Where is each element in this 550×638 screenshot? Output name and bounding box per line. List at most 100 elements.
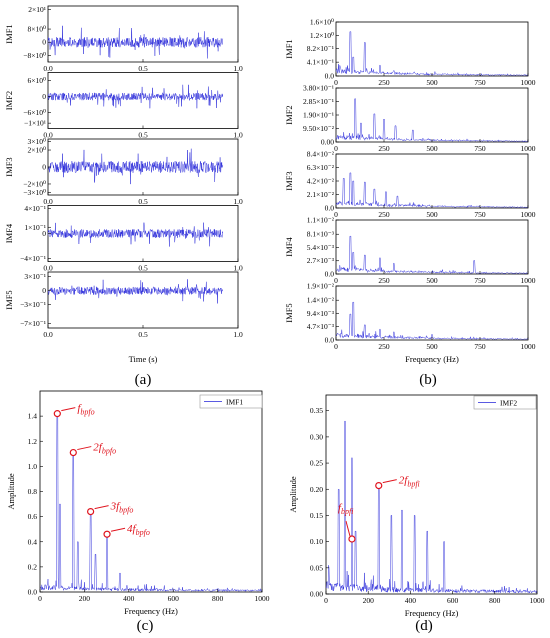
annotation-symbol: f: [77, 403, 82, 415]
panel-b-xtick-label: 500: [426, 342, 438, 351]
panel-b-ytick-label: 2.7×10⁻³: [307, 256, 335, 265]
annotation-subscript: bpfo: [136, 528, 150, 537]
panel-c-xtick-label: 800: [212, 594, 224, 603]
panel-d-peak-marker: [375, 481, 383, 490]
panel-a-ytick-label: 0: [42, 286, 46, 295]
panel-a-frame-1: [47, 5, 239, 63]
annotation-symbol: f: [338, 502, 343, 514]
panel-d-legend: IMF2: [473, 395, 537, 410]
panel-c-xtick-label: 400: [123, 594, 135, 603]
panel-b-xtick-label: 750: [474, 276, 486, 285]
panel-a-ytick-label: 6×10⁰: [28, 76, 47, 85]
panel-b-ytick-label: 8.2×10⁻¹: [307, 44, 334, 53]
panel-b-ytick-label: 3.80×10⁻¹: [303, 84, 334, 93]
annotation-subscript: bpfi: [407, 480, 419, 489]
panel-b-xtick-label: 750: [474, 144, 486, 153]
panel-b-ytick-label: 2.85×10⁻¹: [303, 97, 334, 106]
panel-a-signal-imf5: [47, 279, 224, 304]
panel-a-ytick-label: −2×10⁰: [23, 179, 46, 188]
panel-d-peak-marker: [348, 535, 356, 543]
panel-a-ytick-label: −8×10⁰: [23, 51, 46, 60]
panel-b-xtick-label: 250: [378, 210, 390, 219]
panel-b-ytick-label: 4.2×10⁻²: [307, 177, 335, 186]
panel-a-ylabel: IMF2: [4, 91, 14, 110]
panel-c-ytick-label: 0.4: [28, 537, 38, 546]
panel-c-peak-marker: [87, 508, 95, 516]
panel-a-ytick-label: −6×10⁰: [23, 108, 46, 117]
panel-d-spectrum: [325, 420, 538, 594]
panel-a-xtick-label: 0.0: [43, 131, 53, 140]
panel-c-xtick-label: 200: [79, 594, 91, 603]
panel-a-ytick-label: 0: [42, 38, 46, 47]
panel-a-subplot-imf4: 4×10⁻¹ 1×10⁻¹0 −4×10⁻¹0.0 0.5 1.0 IMF4: [4, 204, 243, 272]
panel-b-xtick-label: 750: [474, 342, 486, 351]
panel-b-xtick-label: 1000: [521, 276, 536, 285]
panel-c-annotation-3: 3fbpfo: [87, 501, 133, 516]
panel-a-subplot-imf5: 3×10⁻¹ 0 −3×10⁻¹ −7×10⁻¹ 0.0 0.5 1.0 IMF5: [4, 271, 243, 339]
panel-d-legend-label: IMF2: [500, 399, 517, 408]
panel-b-ylabel: IMF5: [284, 303, 294, 322]
panel-d-xtick-label: 800: [489, 596, 501, 605]
panel-c-frame: [39, 390, 263, 593]
panel-b-subplot-imf5: 1.9×10⁻² 1.4×10⁻² 9.4×10⁻³ 4.7×10⁻³ 0.00 250 5…: [284, 282, 536, 352]
panel-d-ytick-label: 0.35: [310, 406, 323, 415]
panel-b-ytick-label: 4.7×10⁻³: [307, 322, 335, 331]
panel-c-annotation-2: 2fbpfo: [69, 442, 116, 457]
panel-c-annotation-arrow: [77, 446, 92, 451]
annotation-subscript: bpfo: [102, 447, 116, 456]
panel-b-xtick-label: 250: [378, 276, 390, 285]
panel-b-xtick-label: 250: [378, 144, 390, 153]
caption-a: (a): [135, 372, 152, 388]
panel-a-xtick-label: 1.0: [233, 64, 243, 73]
panel-a-ylabel: IMF5: [4, 290, 14, 309]
panel-b-ytick-label: 0.0: [325, 72, 335, 81]
panel-a-xtick-label: 0.0: [43, 264, 53, 273]
panel-b-frame-5: [335, 285, 529, 341]
panel-c-ylabel: Amplitude: [6, 473, 16, 510]
panel-c-annotation-arrow: [110, 527, 126, 532]
panel-b-xlabel: Frequency (Hz): [405, 354, 459, 364]
panel-a-ytick-label: 3×10⁻¹: [24, 272, 46, 281]
panel-b-xtick-label: 0: [334, 78, 338, 87]
panel-c-xtick-label: 0: [38, 594, 42, 603]
panel-a-xlabel: Time (s): [129, 354, 158, 364]
panel-c-annotation-1: fbpfo: [53, 403, 95, 418]
panel-d-ytick-label: 0.20: [310, 485, 323, 494]
panel-d-ytick-label: 0.25: [310, 459, 323, 468]
panel-d-annotation-arrow: [382, 479, 397, 484]
panel-c-ytick-label: 1.2: [28, 437, 38, 446]
annotation-subscript: bpfi: [341, 507, 353, 516]
panel-b-xtick-label: 750: [474, 210, 486, 219]
annotation-subscript: bpfo: [80, 408, 94, 417]
panel-d-frame: [325, 394, 538, 595]
panel-a-xtick-label: 1.0: [233, 264, 243, 273]
panel-d-xtick-label: 200: [363, 596, 375, 605]
panel-a-ytick-label: 0: [42, 92, 46, 101]
panel-b-spectrum-imf3: [335, 172, 529, 209]
panel-b-xtick-label: 1000: [521, 144, 536, 153]
panel-b-xtick-label: 1000: [521, 78, 536, 87]
panel-c-peak-marker: [69, 448, 77, 457]
panel-a-signal-imf3: [47, 148, 224, 185]
panel-b-spectrum-imf5: [335, 301, 529, 341]
panel-b-xtick-label: 0: [334, 144, 338, 153]
panel-b-xtick-label: 250: [378, 342, 390, 351]
panel-c-xtick-label: 600: [168, 594, 180, 603]
panel-d: 0.00 0.05 0.10 0.15 0.20 0.25 0.30 0.35 0 200 400 6…: [288, 394, 545, 618]
panel-d-ytick-label: 0.00: [310, 590, 323, 599]
panel-b-spectrum-imf4: [335, 235, 528, 275]
panel-c-peak-marker: [103, 530, 111, 538]
panel-b-subplot-imf2: 3.80×10⁻¹ 2.85×10⁻¹ 1.90×10⁻¹ 9.50×10⁻² 0.00…: [284, 84, 536, 154]
panel-a-signal-imf1: [47, 25, 224, 59]
panel-a-xtick-label: 0.0: [43, 197, 53, 206]
panel-d-annotation-arrow: [345, 520, 351, 537]
panel-d-xtick-label: 0: [324, 596, 328, 605]
panel-b-ylabel: IMF4: [284, 237, 294, 257]
panel-d-ytick-label: 0.15: [310, 511, 323, 520]
panel-b-xtick-label: 250: [378, 78, 390, 87]
panel-c-annotation-label: 4fbpfo: [127, 523, 150, 537]
panel-a-ytick-label: 3×10⁰: [28, 137, 47, 146]
panel-c-annotation-label: fbpfo: [77, 403, 94, 417]
